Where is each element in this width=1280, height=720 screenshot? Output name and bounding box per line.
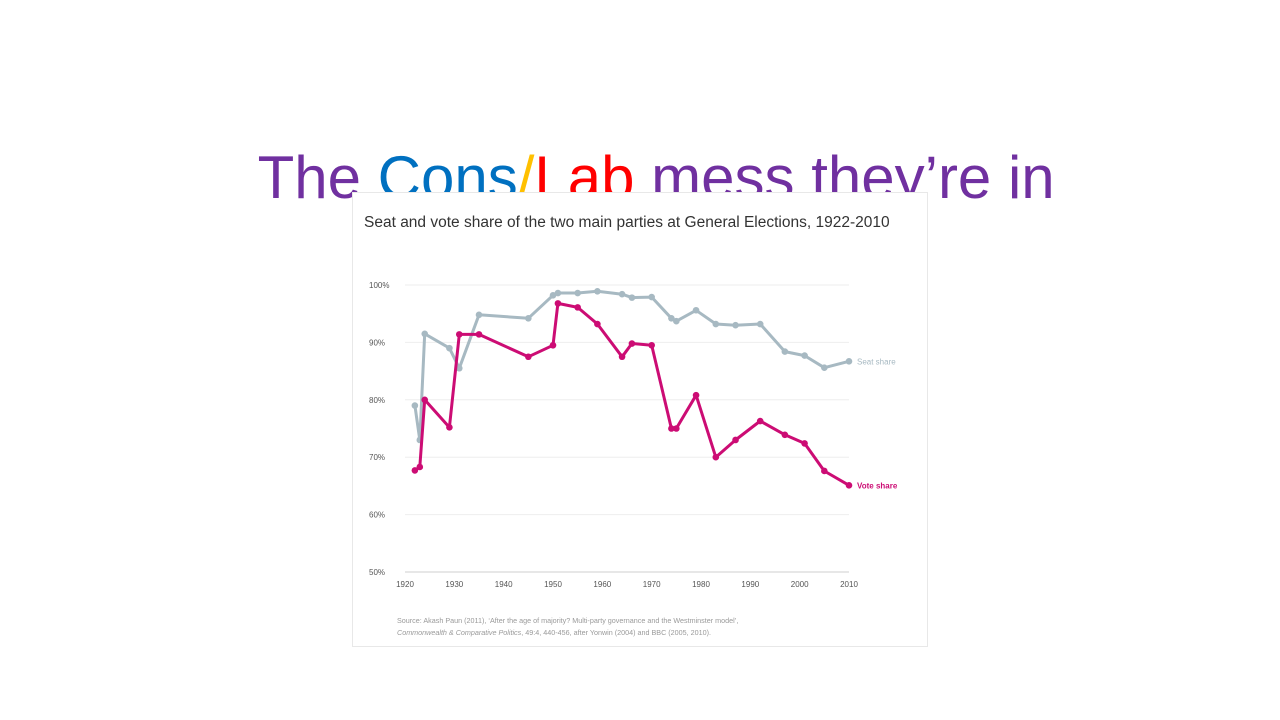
data-point — [594, 320, 601, 328]
data-point — [673, 317, 680, 325]
series-line — [413, 289, 851, 442]
y-tick-label: 100% — [369, 281, 389, 290]
data-point — [692, 306, 700, 314]
data-point — [712, 453, 720, 461]
axes: 50% 60% 70% 80% 90% 100% 1920 1930 1940 1950 1960 1… — [369, 281, 858, 589]
data-point — [475, 311, 483, 319]
data-point — [801, 352, 808, 359]
data-point — [628, 294, 636, 301]
data-point — [594, 288, 601, 295]
data-point — [475, 331, 483, 338]
data-point — [801, 440, 808, 447]
y-tick-label: 70% — [369, 453, 385, 462]
data-point — [446, 344, 453, 352]
data-point — [845, 482, 853, 489]
x-tick-label: 2010 — [840, 580, 858, 589]
x-tick-label: 1970 — [643, 580, 661, 589]
x-tick-label: 1990 — [741, 580, 759, 589]
series-labels: Seat share Vote share — [857, 357, 898, 490]
data-point — [781, 431, 789, 439]
data-point — [845, 358, 853, 365]
x-tick-label: 1960 — [593, 580, 611, 589]
series-seat-share — [411, 288, 853, 444]
data-point — [756, 417, 764, 425]
y-tick-label: 50% — [369, 568, 385, 577]
x-tick-label: 1940 — [495, 580, 513, 589]
data-point — [525, 314, 532, 322]
data-point — [549, 341, 557, 349]
data-point — [554, 300, 562, 307]
series-line — [413, 301, 851, 487]
data-point — [673, 425, 680, 432]
data-point — [692, 391, 700, 399]
x-tick-label: 1920 — [396, 580, 414, 589]
source-note-line-1: Source: Akash Paun (2011), ‘After the ag… — [397, 616, 738, 625]
data-point — [821, 467, 828, 475]
data-point — [421, 396, 429, 404]
line-chart: Seat and vote share of the two main part… — [364, 214, 898, 637]
data-point — [554, 289, 562, 297]
data-point — [732, 321, 739, 329]
grid-lines — [405, 284, 849, 516]
data-point — [712, 320, 720, 328]
data-point — [421, 330, 429, 338]
series-label: Seat share — [857, 357, 896, 366]
y-tick-label: 90% — [369, 338, 385, 347]
data-point — [549, 292, 557, 299]
x-tick-label: 1930 — [445, 580, 463, 589]
x-tick-label: 1980 — [692, 580, 710, 589]
data-point — [648, 341, 655, 349]
data-point — [821, 364, 828, 371]
chart-card: Seat and vote share of the two main part… — [352, 192, 928, 647]
chart-title: Seat and vote share of the two main part… — [364, 214, 890, 231]
y-tick-label: 80% — [369, 396, 385, 405]
data-point — [732, 436, 739, 444]
series-vote-share — [411, 300, 853, 489]
data-point — [618, 353, 626, 361]
series-label: Vote share — [857, 481, 898, 490]
title-part-the: The — [257, 144, 378, 211]
data-point — [411, 402, 419, 409]
data-point — [668, 425, 675, 432]
data-point — [455, 331, 463, 338]
data-point — [628, 340, 636, 347]
data-point — [668, 314, 675, 322]
data-point — [618, 290, 626, 298]
data-point — [411, 467, 419, 474]
data-point — [446, 424, 453, 431]
data-point — [574, 304, 581, 311]
data-point — [525, 353, 532, 361]
series-layer — [411, 288, 853, 489]
data-point — [648, 293, 655, 301]
data-point — [781, 348, 789, 355]
source-note-line-2: Commonwealth & Comparative Politics, 49:… — [397, 628, 711, 637]
data-point — [416, 463, 424, 471]
y-tick-label: 60% — [369, 511, 385, 520]
data-point — [574, 289, 581, 297]
x-tick-label: 1950 — [544, 580, 562, 589]
data-point — [756, 320, 764, 328]
x-tick-label: 2000 — [791, 580, 809, 589]
data-point — [455, 364, 463, 372]
